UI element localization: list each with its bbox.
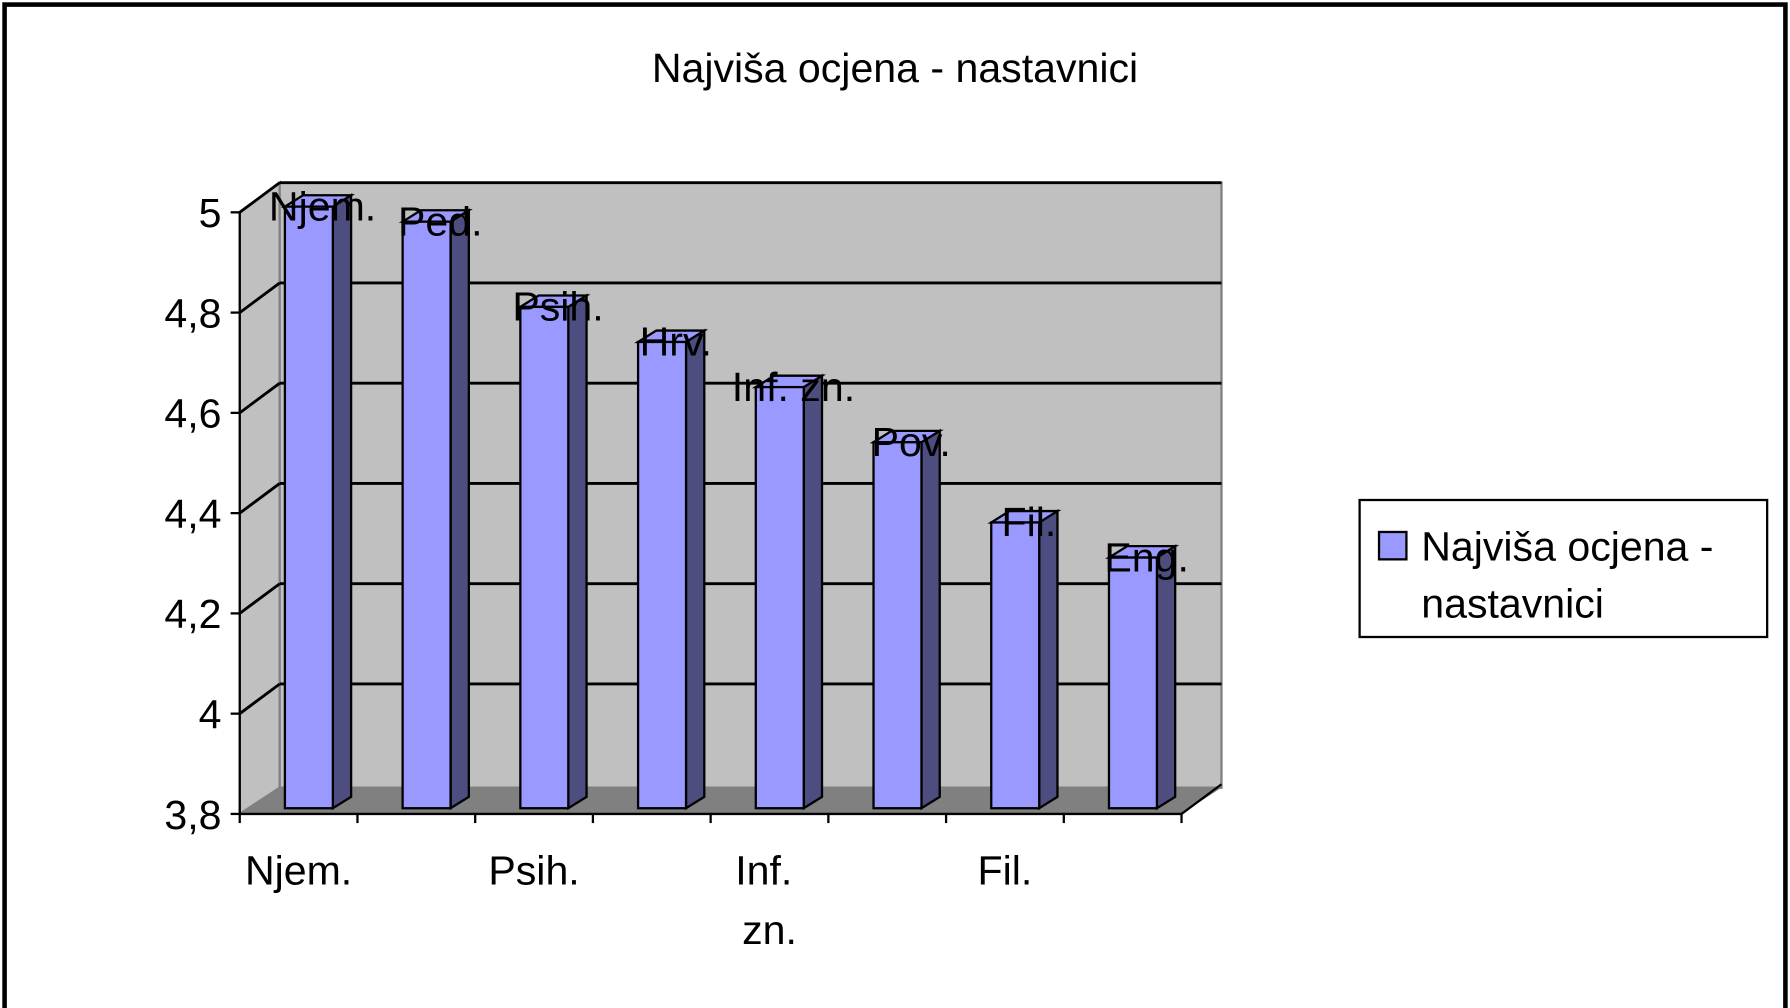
x-tick-label: Inf. zn.	[735, 848, 803, 953]
grid-line	[238, 281, 281, 314]
floor	[239, 787, 1222, 814]
text-line: Njem.	[245, 848, 352, 894]
y-tick-label: 4,2	[164, 591, 221, 637]
data-label: Inf. zn.	[732, 364, 855, 410]
bar	[872, 441, 923, 810]
x-tick-label: Njem.	[245, 848, 352, 894]
bar-side	[567, 293, 588, 811]
grid-line	[238, 382, 281, 415]
bar	[401, 220, 452, 810]
text-line: Inf.	[735, 848, 803, 894]
text-line: Najviša ocjena -	[1421, 524, 1725, 570]
grid-line	[238, 181, 281, 214]
grid-line	[238, 482, 281, 515]
legend-label: Najviša ocjena - nastavnici	[1421, 524, 1725, 627]
y-tick-label: 4,6	[164, 391, 221, 437]
bar-side	[802, 373, 824, 811]
y-tick-label: 5	[199, 190, 222, 236]
chart-title: Najviša ocjena - nastavnici	[652, 45, 1138, 91]
bar-side	[1155, 544, 1177, 811]
legend	[1358, 498, 1769, 639]
grid-line	[238, 582, 281, 615]
y-tick-label: 4,4	[164, 491, 221, 537]
data-label: Pov.	[872, 419, 951, 465]
x-axis-depth	[1180, 783, 1223, 815]
data-label: Eng.	[1104, 534, 1189, 580]
bar-side	[331, 193, 353, 811]
x-tick-label: Fil.	[978, 848, 1033, 894]
y-tick-label: 3,8	[164, 792, 221, 838]
bar	[754, 385, 805, 810]
text-line: zn.	[742, 907, 797, 953]
bar	[519, 305, 570, 810]
bar	[283, 205, 334, 810]
data-label: Hrv.	[640, 319, 712, 365]
bar	[1107, 556, 1159, 810]
grid-line	[238, 682, 281, 715]
y-tick-label: 4	[199, 692, 222, 738]
data-label: Njem.	[269, 183, 376, 229]
y-tick-label: 4,8	[164, 290, 221, 336]
text-line: nastavnici	[1421, 581, 1604, 627]
legend-swatch	[1377, 530, 1408, 561]
data-label: Ped.	[398, 198, 483, 244]
bar-side	[1038, 508, 1059, 811]
bar	[636, 340, 688, 810]
bar-side	[684, 328, 706, 811]
bar	[990, 521, 1041, 810]
bar-side	[449, 208, 470, 811]
bar-side	[920, 428, 941, 811]
x-tick-label: Psih.	[488, 848, 579, 894]
data-label: Fil.	[1002, 499, 1057, 545]
data-label: Psih.	[512, 284, 603, 330]
